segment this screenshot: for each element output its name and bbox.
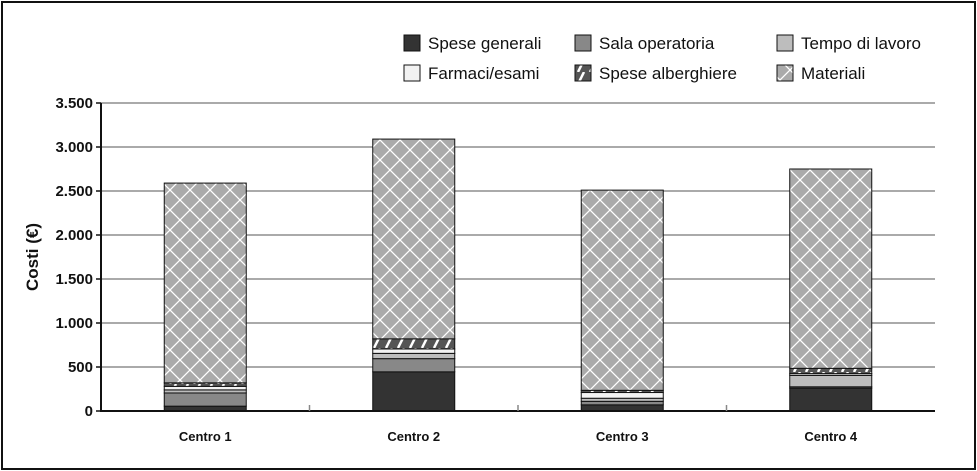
bar-segment-materiali (789, 168, 873, 369)
x-tick-label: Centro 3 (596, 429, 649, 444)
legend-label: Farmaci/esami (428, 64, 539, 83)
legend-label: Tempo di lavoro (801, 34, 921, 53)
legend-label: Materiali (801, 64, 865, 83)
legend-swatch (403, 34, 421, 52)
bar-segment-farmaci-esami (163, 385, 247, 391)
bar-segment-spese-alberghiere (163, 382, 247, 387)
y-tick-label: 500 (68, 359, 93, 376)
bar-segment-sala-operatoria (372, 358, 456, 373)
bar-segment-materiali (372, 138, 456, 340)
x-tick-label: Centro 4 (804, 429, 858, 444)
legend-label: Sala operatoria (599, 34, 715, 53)
legend-swatch (574, 34, 592, 52)
y-axis-label: Costi (€) (23, 223, 42, 291)
bar-segment-materiali (580, 189, 664, 391)
y-tick-label: 1.500 (55, 271, 93, 288)
bar-segment-sala-operatoria (580, 400, 664, 406)
y-tick-label: 2.500 (55, 183, 93, 200)
bar-segment-spese-generali (372, 371, 456, 412)
bar-segment-tempo-di-lavoro (372, 352, 456, 360)
bar-segment-tempo-di-lavoro (789, 374, 873, 388)
bar-segment-farmaci-esami (580, 392, 664, 399)
bar-segment-spese-alberghiere (789, 367, 873, 375)
bar-segment-spese-generali (789, 387, 873, 412)
y-tick-label: 1.000 (55, 315, 93, 332)
legend-label: Spese generali (428, 34, 541, 53)
bar-segment-sala-operatoria (163, 392, 247, 407)
bar-segment-farmaci-esami (372, 348, 456, 354)
legend-swatch (574, 64, 592, 82)
legend-swatch (403, 64, 421, 82)
legend-swatch (776, 64, 794, 82)
legend-swatch (776, 34, 794, 52)
legend-label: Spese alberghiere (599, 64, 737, 83)
y-tick-label: 3.500 (55, 95, 93, 112)
y-tick-label: 0 (85, 403, 93, 420)
bar-segment-spese-alberghiere (372, 338, 456, 350)
y-tick-label: 3.000 (55, 139, 93, 156)
x-tick-label: Centro 2 (387, 429, 440, 444)
x-tick-label: Centro 1 (179, 429, 232, 444)
y-tick-label: 2.000 (55, 227, 93, 244)
bar-segment-materiali (163, 182, 247, 384)
